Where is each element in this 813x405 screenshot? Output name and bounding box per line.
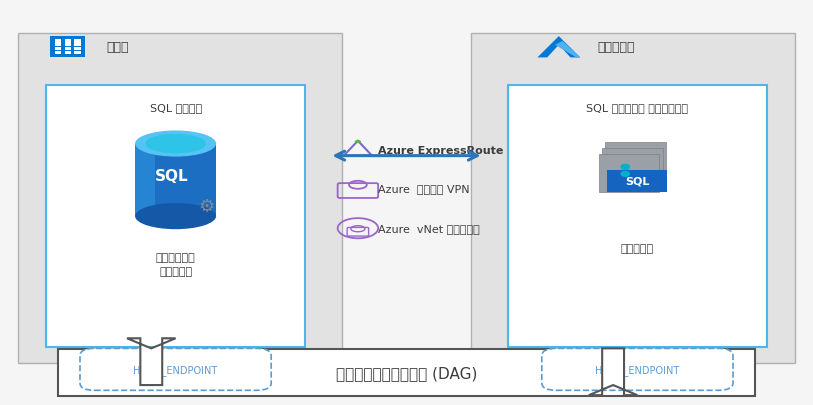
Bar <box>58 350 755 396</box>
Text: Azure ExpressRoute: Azure ExpressRoute <box>378 145 503 155</box>
Text: SQL マネージド インスタンス: SQL マネージド インスタンス <box>586 103 689 113</box>
Bar <box>65 44 71 47</box>
Bar <box>75 52 80 55</box>
Bar <box>50 37 85 58</box>
Polygon shape <box>589 349 637 395</box>
Ellipse shape <box>620 171 630 177</box>
Ellipse shape <box>135 204 216 230</box>
Bar <box>75 44 80 47</box>
Bar <box>508 86 767 347</box>
Text: SQL サーバー: SQL サーバー <box>150 103 202 113</box>
Polygon shape <box>555 42 580 58</box>
Text: Azure  サイト間 VPN: Azure サイト間 VPN <box>378 183 470 194</box>
Bar <box>606 143 666 181</box>
Text: 分散型可用性グループ (DAG): 分散型可用性グループ (DAG) <box>336 365 477 380</box>
Bar <box>55 44 61 47</box>
Text: ソース: ソース <box>107 41 129 54</box>
Ellipse shape <box>354 141 361 144</box>
Text: ターゲット: ターゲット <box>597 41 634 54</box>
FancyBboxPatch shape <box>80 349 272 390</box>
Bar <box>46 86 305 347</box>
Polygon shape <box>127 339 176 385</box>
Text: ⚙: ⚙ <box>198 198 215 215</box>
Bar <box>55 40 61 43</box>
Bar <box>65 52 71 55</box>
Bar <box>18 34 341 363</box>
Bar <box>65 48 71 51</box>
Bar <box>55 52 61 55</box>
Text: SQL: SQL <box>625 177 650 186</box>
Text: HADR_ENDPOINT: HADR_ENDPOINT <box>133 364 218 375</box>
Bar <box>602 149 663 187</box>
Bar <box>472 34 795 363</box>
Ellipse shape <box>146 134 206 154</box>
Bar <box>75 40 80 43</box>
Text: HADR_ENDPOINT: HADR_ENDPOINT <box>595 364 680 375</box>
Polygon shape <box>537 37 580 58</box>
Bar <box>135 144 155 217</box>
Bar <box>135 144 216 217</box>
Text: Azure  vNet ピアリング: Azure vNet ピアリング <box>378 224 480 234</box>
Bar <box>606 171 667 192</box>
Bar <box>75 48 80 51</box>
Text: SQL: SQL <box>154 169 189 184</box>
Bar <box>65 40 71 43</box>
FancyBboxPatch shape <box>541 349 733 390</box>
Text: セカンダリ: セカンダリ <box>621 244 654 254</box>
Bar <box>598 154 659 192</box>
Text: オンプレミス
プライマリ: オンプレミス プライマリ <box>156 253 195 277</box>
Ellipse shape <box>620 164 630 171</box>
Ellipse shape <box>135 131 216 157</box>
Bar <box>55 48 61 51</box>
